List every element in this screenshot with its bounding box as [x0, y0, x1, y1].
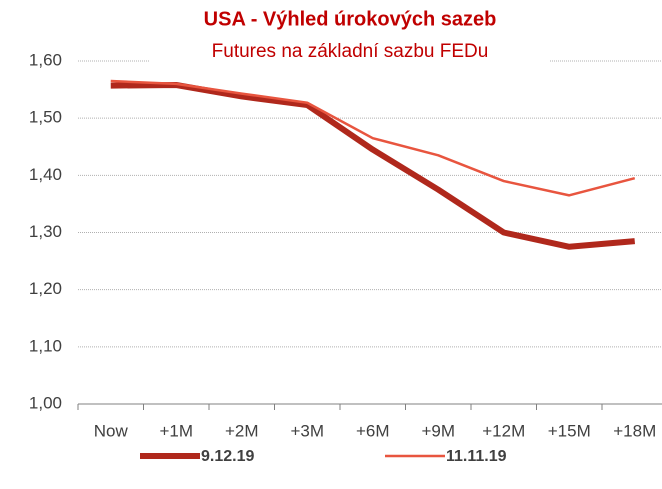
y-tick-label: 1,10 [29, 336, 62, 355]
chart-subtitle: Futures na základní sazbu FEDu [212, 41, 489, 62]
x-tick-label: +1M [159, 421, 193, 440]
x-tick-label: +3M [290, 421, 324, 440]
y-tick-label: 1,60 [29, 50, 62, 69]
x-tick-label: Now [94, 421, 129, 440]
legend-label: 11.11.19 [446, 448, 507, 465]
y-tick-label: 1,40 [29, 165, 62, 184]
x-tick-label: +6M [356, 421, 390, 440]
series-line [110, 82, 636, 250]
chart-title: USA - Výhled úrokových sazeb [204, 8, 497, 30]
series-line [110, 79, 636, 197]
x-tick-label: +2M [225, 421, 259, 440]
y-tick-label: 1,00 [29, 393, 62, 412]
y-tick-label: 1,20 [29, 279, 62, 298]
subtitle-background [150, 42, 550, 66]
y-tick-label: 1,50 [29, 108, 62, 127]
x-tick-label: +12M [482, 421, 525, 440]
x-tick-label: +15M [548, 421, 591, 440]
x-tick-label: +9M [421, 421, 455, 440]
x-tick-label: +18M [613, 421, 656, 440]
legend-label: 9.12.19 [201, 448, 254, 465]
y-tick-label: 1,30 [29, 222, 62, 241]
